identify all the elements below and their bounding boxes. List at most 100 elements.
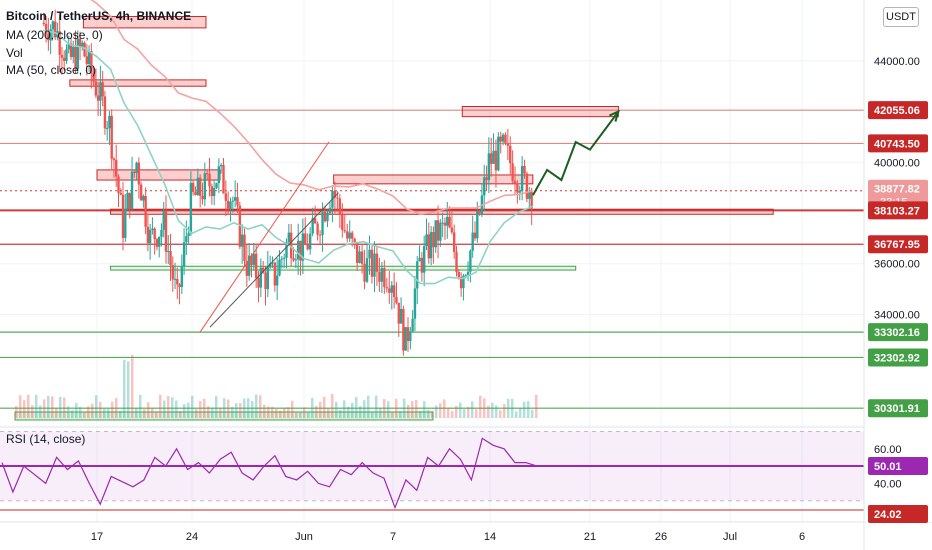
volume-bar: [455, 406, 458, 418]
indicator-ma200-label[interactable]: MA (200, close, 0): [6, 28, 103, 42]
volume-bar: [511, 398, 514, 418]
price-axis[interactable]: 44000.00 40000.00 36000.00 34000.00 42055.06…: [863, 0, 932, 550]
ma200-line: [90, 0, 534, 215]
candle: [169, 251, 172, 266]
resistance-zone: [69, 79, 207, 87]
volume-bar: [471, 401, 474, 418]
candle: [94, 81, 98, 96]
candle: [308, 233, 312, 250]
price-level-tag: 30301.91: [874, 403, 920, 415]
candle: [411, 318, 414, 332]
volume-bar: [479, 395, 482, 418]
time-tick-label: 17: [91, 531, 103, 543]
candle: [85, 56, 89, 64]
candle: [176, 278, 179, 285]
candle: [212, 188, 216, 197]
zone-layer: [14, 15, 774, 421]
volume-bar: [175, 400, 178, 418]
price-tick-label: 40000.00: [874, 157, 920, 169]
candle: [341, 214, 344, 231]
candle: [466, 271, 470, 276]
candle: [287, 232, 291, 243]
volume-bar: [379, 408, 382, 418]
rsi-pane: [0, 430, 864, 511]
candle: [92, 73, 95, 82]
price-tick-label: 36000.00: [874, 259, 920, 271]
candle: [162, 211, 165, 230]
volume-bar: [67, 406, 70, 418]
chart-title: Bitcoin / TetherUS, 4h, BINANCE: [6, 9, 192, 23]
candle: [250, 255, 253, 265]
volume-bar: [339, 409, 342, 418]
volume-bar: [527, 401, 530, 418]
price-level-tag-box: [868, 348, 928, 367]
candle: [462, 275, 465, 289]
indicator-ma50-label[interactable]: MA (50, close, 0): [6, 63, 97, 77]
volume-bar: [399, 411, 402, 418]
volume-bar: [119, 410, 122, 418]
volume-bar: [19, 395, 22, 418]
candle: [360, 251, 364, 264]
volume-bar: [147, 402, 150, 418]
volume-bar: [491, 402, 494, 418]
candle: [194, 191, 197, 196]
candle: [148, 229, 152, 244]
candle: [233, 197, 237, 201]
indicator-rsi-label[interactable]: RSI (14, close): [6, 432, 86, 446]
candle: [130, 171, 134, 209]
candle: [406, 327, 410, 342]
volume-bar: [103, 408, 106, 418]
candle: [273, 262, 277, 286]
candle: [160, 229, 163, 237]
volume-bar: [303, 407, 306, 418]
candle: [306, 244, 309, 250]
volume-bar: [459, 402, 462, 418]
candle: [275, 275, 279, 286]
candle: [47, 33, 50, 41]
candle: [217, 166, 221, 184]
volume-bar: [435, 405, 438, 418]
candle: [363, 263, 366, 282]
candle: [427, 234, 430, 259]
volume-bar: [251, 400, 254, 418]
candle: [321, 211, 324, 236]
price-level-tag: 33302.16: [874, 327, 920, 339]
candle: [105, 128, 109, 130]
volume-bar: [187, 402, 190, 418]
candle: [231, 200, 235, 202]
time-axis[interactable]: 17 24 Jun 7 14 21 26 Jul 6: [91, 531, 805, 543]
candle: [146, 226, 150, 244]
currency-button[interactable]: USDT: [883, 7, 919, 27]
candle: [338, 198, 342, 215]
candle: [155, 239, 159, 247]
price-level-tag: 36767.95: [874, 239, 920, 251]
volume-bar: [411, 401, 414, 418]
candle: [99, 82, 102, 101]
candle: [153, 228, 156, 240]
rsi-tick-label: 60.00: [874, 444, 902, 456]
candle: [476, 211, 479, 239]
candle: [457, 271, 461, 278]
candle: [385, 287, 389, 289]
support-zone: [110, 265, 577, 271]
volume-bar: [83, 411, 86, 418]
candle: [271, 262, 274, 264]
volume-bar: [503, 404, 506, 418]
volume-bar: [211, 407, 214, 418]
candle: [266, 267, 270, 290]
candle: [63, 57, 66, 61]
candle: [443, 222, 447, 226]
candle: [432, 232, 435, 248]
volume-bar: [15, 406, 18, 418]
volume-bar: [95, 395, 98, 418]
candle: [164, 211, 168, 252]
volume-bar: [271, 406, 274, 418]
candle: [189, 182, 193, 234]
volume-bar: [267, 406, 270, 418]
candle: [187, 233, 190, 237]
volume-bar: [79, 406, 82, 418]
volume-bar: [323, 396, 326, 418]
price-tick-label: 34000.00: [874, 309, 920, 321]
indicator-vol-label[interactable]: Vol: [6, 46, 23, 60]
